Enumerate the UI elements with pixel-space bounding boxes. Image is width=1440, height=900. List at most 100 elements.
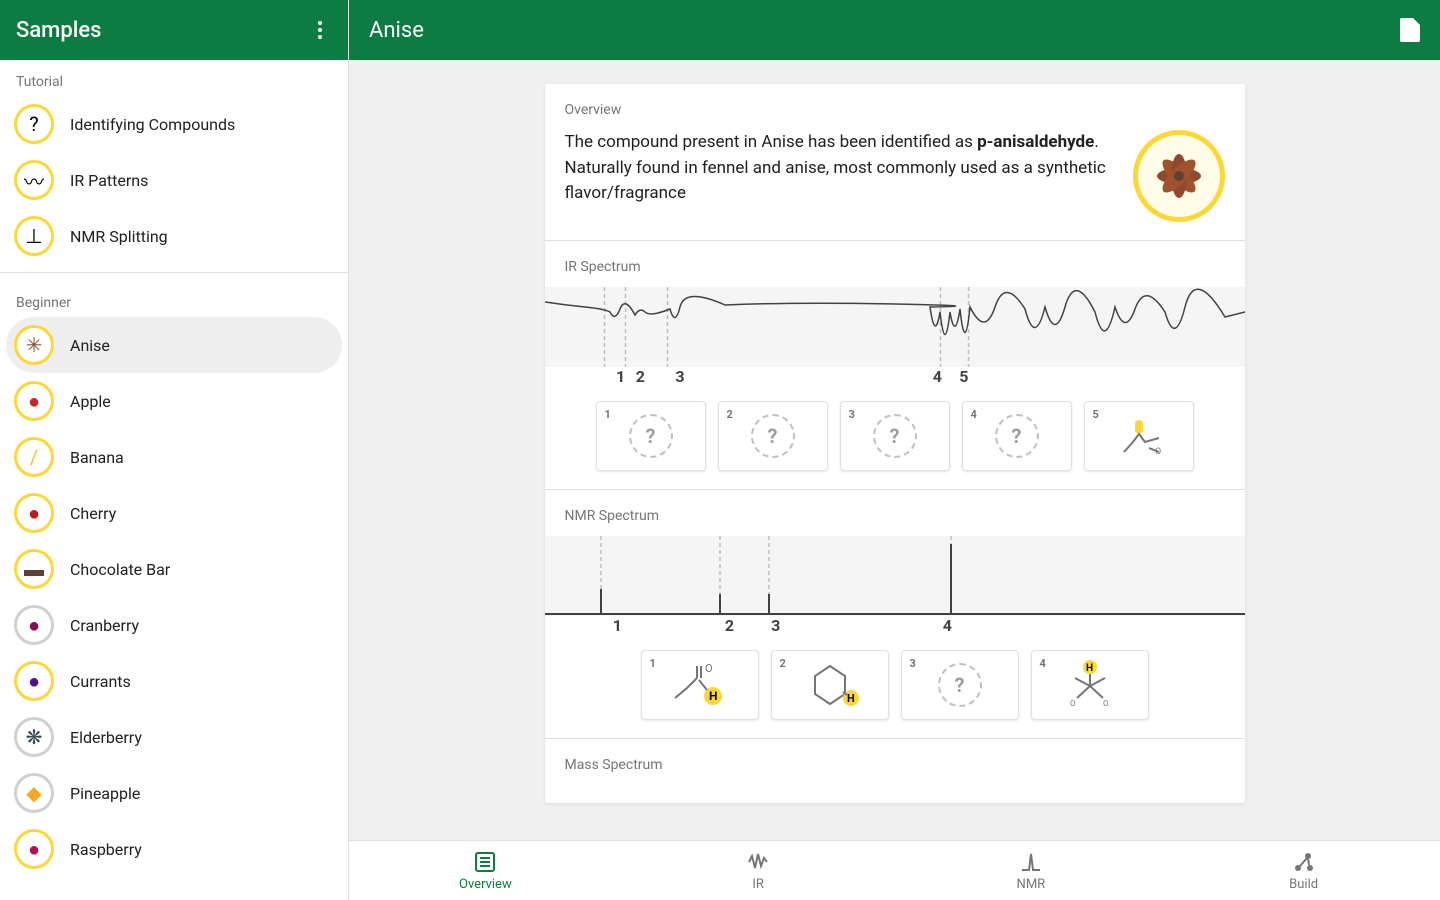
sidebar-item-banana[interactable]: /Banana (0, 429, 348, 485)
ir-marker-label: 4 (933, 367, 942, 386)
nmr-marker-label: 1 (613, 616, 622, 635)
sample-icon: ✳ (14, 325, 54, 365)
sample-icon: 〰 (14, 160, 54, 200)
peak-number: 1 (605, 408, 611, 421)
ir-icon (745, 849, 771, 875)
ir-spectrum-plot[interactable] (545, 287, 1245, 367)
nmr-peak-card-3[interactable]: 3? (901, 650, 1019, 720)
nmr-title: NMR Spectrum (565, 508, 1225, 524)
sample-icon: ● (14, 381, 54, 421)
nmr-icon (1018, 849, 1044, 875)
sidebar-item-label: Cranberry (70, 616, 139, 635)
main-header: Anise (349, 0, 1440, 60)
sidebar-list: Tutorial? Identifying Compounds 〰 IR Patter… (0, 60, 348, 900)
sidebar-item-label: Identifying Compounds (70, 115, 235, 134)
ir-peak-labels: 12345 (565, 367, 1225, 389)
unknown-icon: ? (938, 663, 982, 707)
unknown-icon: ? (629, 414, 673, 458)
peak-number: 5 (1093, 408, 1099, 421)
svg-text:H: H (1086, 663, 1093, 674)
sidebar-item-pineapple[interactable]: ◆Pineapple (0, 765, 348, 821)
overview-card: Overview The compound present in Anise h… (545, 84, 1245, 803)
sample-icon: ⊥ (14, 216, 54, 256)
structure-icon: HOO (1055, 658, 1125, 712)
nav-ir[interactable]: IR (622, 841, 895, 900)
svg-text:H: H (709, 689, 717, 703)
nmr-marker-label: 2 (725, 616, 734, 635)
sidebar-item-label: Pineapple (70, 784, 140, 803)
overview-section: Overview The compound present in Anise h… (545, 84, 1245, 241)
overview-title: Overview (565, 102, 1225, 118)
svg-text:H: H (847, 692, 855, 705)
sample-icon: ● (14, 661, 54, 701)
overview-icon (472, 849, 498, 875)
sidebar-item-elderberry[interactable]: ❋Elderberry (0, 709, 348, 765)
nav-build[interactable]: Build (1167, 841, 1440, 900)
more-menu-icon[interactable] (308, 18, 332, 42)
section-label: Tutorial (0, 60, 348, 96)
ir-section: IR Spectrum 12345 1?2?3?4?5O (545, 241, 1245, 490)
ir-peak-card-4[interactable]: 4? (962, 401, 1072, 471)
nav-overview[interactable]: Overview (349, 841, 622, 900)
unknown-icon: ? (873, 414, 917, 458)
sidebar-item-nmr-splitting[interactable]: ⊥NMR Splitting (0, 208, 348, 264)
ir-marker-label: 2 (636, 367, 645, 386)
peak-number: 1 (650, 657, 656, 670)
nmr-spectrum-plot[interactable] (545, 536, 1245, 616)
nmr-section: NMR Spectrum 1234 1OH2H3?4HOO (545, 490, 1245, 739)
sidebar-item-label: Cherry (70, 504, 116, 523)
ir-marker-label: 3 (675, 367, 684, 386)
nmr-peak-card-2[interactable]: 2H (771, 650, 889, 720)
nmr-marker-label: 3 (771, 616, 780, 635)
sidebar-item-label: Chocolate Bar (70, 560, 170, 579)
sidebar-title: Samples (16, 18, 101, 43)
main-panel: Anise Overview The compound present in A… (349, 0, 1440, 900)
ir-peak-card-5[interactable]: 5O (1084, 401, 1194, 471)
ir-peak-card-2[interactable]: 2? (718, 401, 828, 471)
nmr-peak-cards: 1OH2H3?4HOO (565, 650, 1225, 720)
sample-icon: / (14, 437, 54, 477)
sidebar-item-currants[interactable]: ●Currants (0, 653, 348, 709)
document-icon[interactable] (1400, 18, 1420, 42)
sidebar-item-cherry[interactable]: ●Cherry (0, 485, 348, 541)
ir-title: IR Spectrum (565, 259, 1225, 275)
overview-text: The compound present in Anise has been i… (565, 130, 1113, 207)
ir-peak-card-1[interactable]: 1? (596, 401, 706, 471)
sidebar-item-apple[interactable]: ● Apple (0, 373, 348, 429)
peak-number: 2 (727, 408, 733, 421)
peak-number: 3 (849, 408, 855, 421)
mass-section: Mass Spectrum (545, 739, 1245, 803)
peak-number: 2 (780, 657, 786, 670)
nav-label: Build (1289, 877, 1318, 892)
svg-text:O: O (1103, 699, 1109, 708)
peak-number: 4 (1040, 657, 1046, 670)
sidebar-item-anise[interactable]: ✳Anise (6, 317, 342, 373)
section-label: Beginner (0, 281, 348, 317)
peak-number: 4 (971, 408, 977, 421)
nmr-peak-card-1[interactable]: 1 OH (641, 650, 759, 720)
sample-icon: ● (14, 829, 54, 869)
ir-peak-card-3[interactable]: 3? (840, 401, 950, 471)
compound-badge-icon (1133, 130, 1225, 222)
sample-icon: ▬ (14, 549, 54, 589)
sidebar-item-label: Raspberry (70, 840, 142, 859)
sidebar-item-identifying-compounds[interactable]: ? Identifying Compounds (0, 96, 348, 152)
structure-icon: OH (665, 658, 735, 712)
unknown-icon: ? (751, 414, 795, 458)
nmr-peak-card-4[interactable]: 4HOO (1031, 650, 1149, 720)
build-icon (1291, 849, 1317, 875)
sidebar-item-label: Apple (70, 392, 111, 411)
sample-icon: ? (14, 104, 54, 144)
unknown-icon: ? (995, 414, 1039, 458)
sidebar-item-ir-patterns[interactable]: 〰 IR Patterns (0, 152, 348, 208)
ir-peak-cards: 1?2?3?4?5O (565, 401, 1225, 471)
mass-title: Mass Spectrum (565, 757, 1225, 773)
structure-icon: O (1109, 414, 1169, 459)
sidebar-item-raspberry[interactable]: ● Raspberry (0, 821, 348, 877)
sidebar-item-cranberry[interactable]: ●Cranberry (0, 597, 348, 653)
sidebar-item-label: IR Patterns (70, 171, 148, 190)
sidebar-item-chocolate-bar[interactable]: ▬ Chocolate Bar (0, 541, 348, 597)
nav-nmr[interactable]: NMR (895, 841, 1168, 900)
nmr-peak-labels: 1234 (565, 616, 1225, 638)
bottom-nav: OverviewIRNMR Build (349, 840, 1440, 900)
